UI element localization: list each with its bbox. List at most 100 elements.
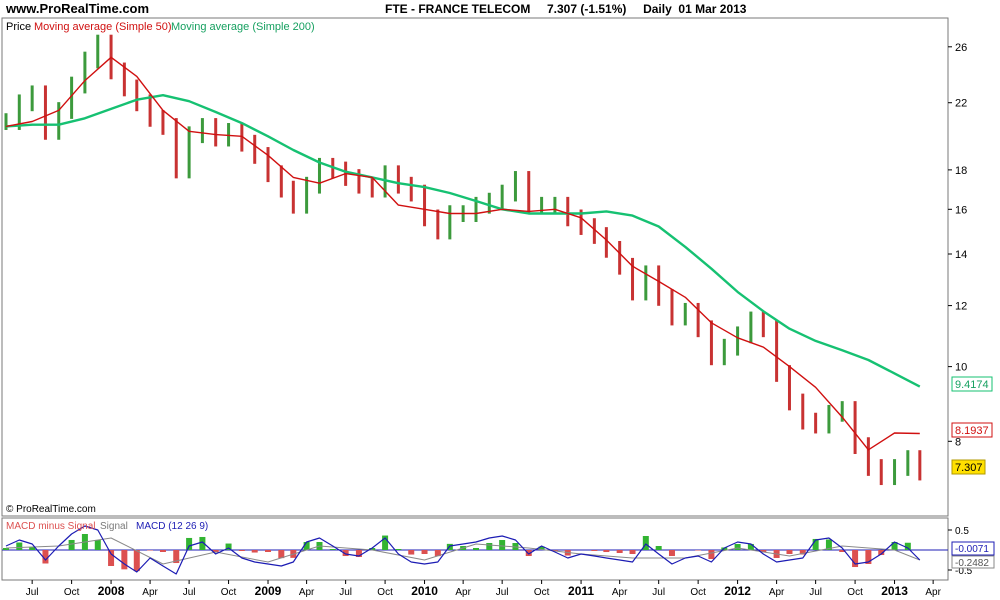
macd-value: -0.0071 — [955, 544, 989, 555]
macd-histogram-bar — [799, 550, 806, 555]
macd-histogram-bar — [878, 550, 885, 556]
macd-histogram-bar — [421, 550, 428, 554]
x-tick-label: Jul — [26, 587, 39, 598]
legend-ma50: Moving average (Simple 50) — [34, 21, 172, 33]
price-y-tick-label: 12 — [955, 301, 967, 313]
x-tick-label: Apr — [455, 587, 471, 598]
x-tick-label: Jul — [339, 587, 352, 598]
axes: 26 22 18 16 14 12 10 8 Jul Oct 2008 Apr Jul Oct 2009 Ap… — [26, 42, 973, 598]
price-y-tick-label: 22 — [955, 98, 967, 110]
x-tick-label: Apr — [299, 587, 315, 598]
macd-histogram-bar — [734, 544, 741, 550]
x-tick-label: Oct — [377, 587, 393, 598]
macd-histogram-bar — [355, 550, 362, 558]
price-plot-area — [4, 34, 922, 486]
macd-legend-signal: Signal — [100, 521, 128, 532]
macd-histogram-bar — [159, 550, 166, 552]
macd-histogram-bar — [904, 542, 911, 550]
price-y-tick-label: 14 — [955, 249, 967, 261]
symbol-name: FTE - FRANCE TELECOM — [385, 2, 531, 16]
macd-histogram-bar — [865, 550, 872, 564]
macd-histogram-bar — [839, 550, 846, 552]
macd-histogram-bar — [395, 549, 402, 550]
macd-histogram-bar — [603, 550, 610, 553]
macd-histogram-bar — [538, 546, 545, 550]
macd-histogram-bar — [434, 550, 441, 557]
x-tick-label: Jul — [809, 587, 822, 598]
macd-histogram-bar — [499, 540, 506, 550]
x-tick-label: 2011 — [568, 584, 594, 598]
last-price-change: 7.307 (-1.51%) — [547, 2, 627, 16]
macd-histogram-bar — [16, 542, 23, 550]
site-name: www.ProRealTime.com — [6, 1, 150, 16]
period-label: Daily — [643, 2, 672, 16]
x-tick-label: 2010 — [411, 584, 438, 598]
x-tick-label: Apr — [612, 587, 628, 598]
macd-histogram-bar — [642, 536, 649, 550]
macd-histogram-bar — [747, 543, 754, 550]
macd-histogram-bar — [303, 542, 310, 550]
macd-histogram-bar — [708, 550, 715, 559]
macd-histogram-bar — [616, 550, 623, 553]
macd-histogram-bar — [382, 535, 389, 550]
price-y-tick-label: 8 — [955, 436, 961, 448]
legend-ma200: Moving average (Simple 200) — [171, 21, 315, 33]
chart-header: www.ProRealTime.com FTE - FRANCE TELECOM… — [0, 0, 1000, 18]
x-tick-label: Oct — [847, 587, 863, 598]
price-value-box — [951, 459, 986, 475]
watermark: © ProRealTime.com — [6, 504, 96, 515]
ma50-value-box — [951, 422, 993, 438]
price-y-tick-label: 26 — [955, 42, 967, 54]
macd-histogram-bar — [812, 538, 819, 550]
x-tick-label: Oct — [221, 587, 237, 598]
macd-histogram-bar — [629, 550, 636, 554]
macd-histogram-bar — [408, 550, 415, 555]
ma200-value: 9.4174 — [955, 379, 989, 391]
macd-y-tick-label: -0.5 — [955, 566, 973, 577]
macd-histogram-bar — [212, 550, 219, 552]
macd-legend-macd: MACD (12 26 9) — [136, 521, 208, 532]
price-value: 7.307 — [955, 462, 983, 474]
macd-histogram-bar — [42, 550, 49, 564]
x-tick-label: Apr — [769, 587, 785, 598]
x-tick-label: Jul — [652, 587, 665, 598]
price-panel — [1, 17, 949, 517]
macd-histogram-bar — [655, 546, 662, 550]
macd-plot-area — [2, 525, 948, 575]
chart-title: FTE - FRANCE TELECOM 7.307 (-1.51%) Dail… — [385, 2, 746, 16]
macd-histogram-bar — [251, 550, 258, 553]
macd-histogram-bar — [121, 550, 128, 570]
x-tick-label: Oct — [534, 587, 550, 598]
price-y-tick-label: 16 — [955, 204, 967, 216]
macd-histogram-bar — [108, 550, 115, 566]
x-tick-label: 2009 — [255, 584, 282, 598]
ma200-value-box — [951, 376, 993, 392]
signal-line — [5, 537, 920, 565]
date-label: 01 Mar 2013 — [678, 2, 747, 16]
x-tick-label: Apr — [925, 587, 941, 598]
price-y-tick-label: 18 — [955, 165, 967, 177]
macd-histogram-bar — [173, 550, 180, 564]
macd-histogram-bar — [133, 550, 140, 572]
macd-y-tick-label: 0.5 — [955, 526, 969, 537]
macd-histogram-bar — [591, 550, 598, 551]
macd-histogram-bar — [265, 550, 272, 552]
macd-legend-hist: MACD minus Signal — [6, 521, 95, 532]
macd-histogram-bar — [329, 548, 336, 550]
macd-histogram-bar — [760, 550, 767, 553]
ma50-line — [5, 56, 920, 451]
x-tick-label: Jul — [183, 587, 196, 598]
x-tick-label: Oct — [64, 587, 80, 598]
x-tick-label: Jul — [496, 587, 509, 598]
macd-value-box — [951, 541, 995, 556]
macd-histogram-bar — [29, 546, 36, 550]
macd-histogram-bar — [94, 539, 101, 550]
macd-histogram-bar — [342, 550, 349, 557]
x-tick-label: 2012 — [724, 584, 751, 598]
signal-value-box — [951, 555, 995, 569]
macd-line — [5, 525, 921, 575]
x-tick-label: 2013 — [881, 584, 908, 598]
x-tick-label: Oct — [690, 587, 706, 598]
macd-histogram-bar — [225, 543, 232, 550]
